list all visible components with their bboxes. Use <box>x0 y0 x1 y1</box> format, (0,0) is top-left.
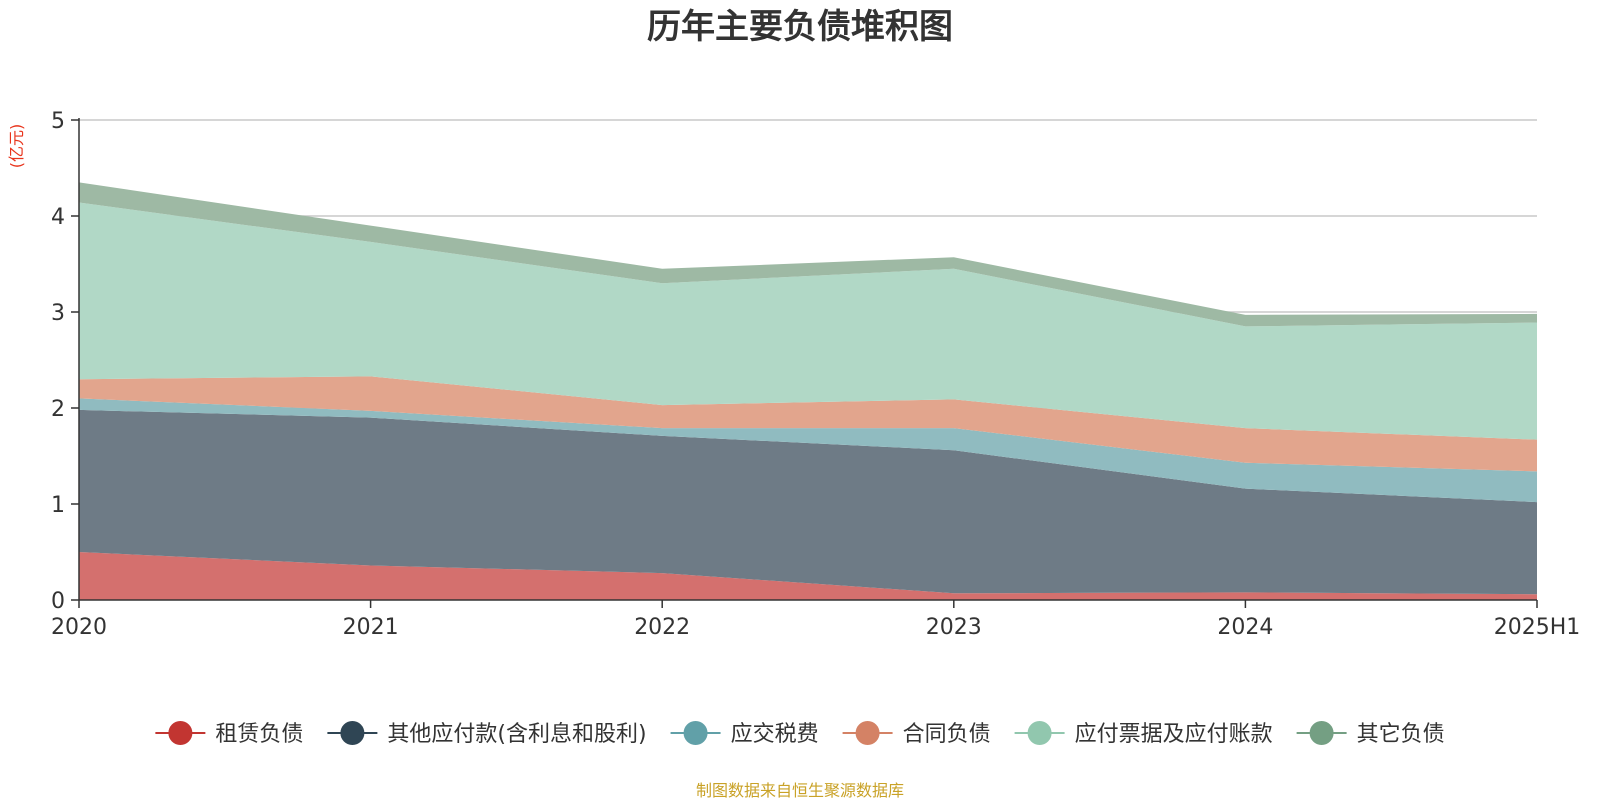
area-series-1 <box>79 552 1537 600</box>
x-tick-label: 2024 <box>1217 615 1273 640</box>
legend-item-3[interactable]: 应交税费 <box>670 721 819 747</box>
x-tick-label: 2020 <box>51 615 107 640</box>
area-series-group <box>79 182 1537 600</box>
legend-dot-icon <box>855 721 880 745</box>
legend-item-5[interactable]: 应付票据及应付账款 <box>1014 721 1273 747</box>
x-tick-label: 2022 <box>634 615 690 640</box>
legend-label: 合同负债 <box>903 722 991 747</box>
area-series-2 <box>79 409 1537 595</box>
y-tick-label: 0 <box>51 589 65 614</box>
x-tick-label: 2025H1 <box>1494 615 1581 640</box>
legend-label: 应付票据及应付账款 <box>1075 722 1273 747</box>
legend-label: 应交税费 <box>731 722 819 747</box>
area-series-5 <box>79 202 1537 440</box>
y-tick-label: 1 <box>51 493 65 518</box>
legend-dot-icon <box>168 721 193 745</box>
x-tick-label: 2023 <box>926 615 982 640</box>
legend-dot-icon <box>340 721 365 745</box>
source-note: 制图数据来自恒生聚源数据库 <box>696 781 904 800</box>
area-series-4 <box>79 376 1537 472</box>
y-axis-unit-label: (亿元) <box>7 124 26 169</box>
area-series-3 <box>79 398 1537 503</box>
y-tick-label: 4 <box>51 205 65 230</box>
x-tick-label: 2021 <box>343 615 399 640</box>
legend-item-1[interactable]: 租赁负债 <box>155 721 303 747</box>
y-tick-label: 2 <box>51 397 65 422</box>
legend-item-6[interactable]: 其它负债 <box>1296 721 1445 747</box>
legend-dot-icon <box>1309 721 1334 745</box>
legend-dot-icon <box>1027 721 1052 745</box>
legend-item-4[interactable]: 合同负债 <box>842 721 991 747</box>
legend: 租赁负债 其他应付款(含利息和股利) 应交税费 合同负债 应付票据及应付账款 其它负债 <box>155 721 1445 747</box>
legend-dot-icon <box>683 721 708 745</box>
y-tick-label: 5 <box>51 109 65 134</box>
legend-label: 租赁负债 <box>215 722 303 747</box>
chart-title: 历年主要负债堆积图 <box>647 7 953 47</box>
axes: 0 1 2 3 4 5 2020 2021 2022 2023 2024 2025H1 <box>51 109 1580 640</box>
legend-label: 其它负债 <box>1357 722 1445 747</box>
legend-label: 其他应付款(含利息和股利) <box>387 722 646 747</box>
legend-item-2[interactable]: 其他应付款(含利息和股利) <box>327 721 647 747</box>
y-tick-label: 3 <box>51 301 65 326</box>
